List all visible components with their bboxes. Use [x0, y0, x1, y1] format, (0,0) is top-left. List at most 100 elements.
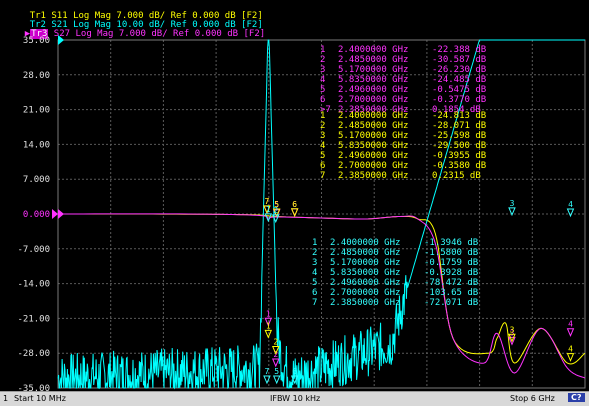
marker-frequency: 5.8350000 GHz — [330, 268, 400, 278]
trace-format: Log Mag — [75, 29, 114, 39]
marker-label: 7 — [265, 367, 270, 376]
marker-value: -22.388 dB — [432, 45, 486, 55]
marker-value: -0.3580 dB — [432, 161, 486, 171]
marker-triangle — [264, 317, 273, 327]
trace-param: S27 — [53, 29, 71, 39]
marker-label: 1 — [266, 205, 271, 214]
marker-label: 2 — [273, 338, 278, 347]
marker-value: -103.65 dB — [424, 288, 478, 298]
marker-number: 2 — [320, 121, 325, 131]
marker-value: -78.472 dB — [424, 278, 478, 288]
marker-triangle — [272, 375, 281, 385]
marker-value: 0.2315 dB — [432, 171, 481, 181]
trace-scale: 10.00 dB/ — [116, 20, 166, 30]
marker-triangle — [263, 375, 271, 385]
trace-id: Tr2 — [29, 20, 46, 30]
marker-frequency: 2.7000000 GHz — [338, 95, 408, 105]
marker-value: -28.071 dB — [432, 121, 486, 131]
marker-number: 6 — [320, 161, 325, 171]
trace-line-tr3[interactable]: ▶Tr3 S27 Log Mag 7.000 dB/ Ref 0.000 dB … — [3, 21, 265, 48]
marker-frequency: 5.8350000 GHz — [338, 75, 408, 85]
active-trace-arrow-icon: ▶ — [24, 29, 31, 39]
marker-frequency: 2.4000000 GHz — [338, 45, 408, 55]
marker-frequency: 5.1700000 GHz — [338, 131, 408, 141]
marker-value: -1.5800 dB — [424, 248, 478, 258]
marker-frequency: 2.4000000 GHz — [330, 238, 400, 248]
channel-number[interactable]: 1 — [3, 394, 9, 403]
marker-number: 1 — [320, 45, 325, 55]
marker-triangle — [271, 346, 280, 355]
trace-line-tr2[interactable]: Tr2 S21 Log Mag 10.00 dB/ Ref 0.000 dB [… — [8, 12, 263, 39]
trace-ref: Ref 0.000 dB — [170, 20, 236, 30]
series-line-s27 — [58, 213, 586, 379]
marker-number: 2 — [320, 55, 325, 65]
y-tick-label: 35.00 — [23, 36, 50, 46]
marker-triangle — [508, 333, 516, 343]
marker-triangle — [290, 208, 299, 218]
trace-id: Tr1 — [29, 11, 46, 21]
marker-frequency: 5.1700000 GHz — [338, 65, 408, 75]
marker-label: 3 — [510, 328, 515, 337]
trace-port: [F2] — [241, 20, 263, 30]
marker-frequency: 2.4000000 GHz — [338, 111, 408, 121]
marker-triangle — [508, 207, 516, 217]
marker-number: 1 — [312, 238, 317, 248]
reference-level-arrow-icon — [52, 209, 58, 219]
marker-label: 7 — [265, 197, 270, 206]
marker-number: 4 — [320, 141, 325, 151]
marker-value: -30.587 dB — [432, 55, 486, 65]
y-tick-label: 0.000 — [23, 210, 50, 220]
marker-label: 5 — [274, 367, 279, 376]
marker-number: 6 — [312, 288, 317, 298]
marker-label: 7 — [265, 197, 270, 206]
marker-label: 3 — [510, 199, 515, 208]
marker-number: 3 — [320, 131, 325, 141]
marker-frequency: 2.3850000 GHz — [338, 105, 408, 115]
marker-frequency: 2.3850000 GHz — [338, 171, 408, 181]
marker-value: -24.485 dB — [432, 75, 486, 85]
trace-line-tr1[interactable]: Tr1 S11 Log Mag 7.000 dB/ Ref 0.000 dB [… — [8, 3, 263, 30]
marker-triangle — [271, 214, 280, 224]
marker-value: -0.1759 dB — [424, 258, 478, 268]
y-tick-label: 28.00 — [23, 71, 50, 81]
if-bandwidth[interactable]: IFBW 10 kHz — [270, 394, 321, 403]
marker-frequency: 2.4850000 GHz — [338, 121, 408, 131]
marker-frequency: 2.4960000 GHz — [330, 278, 400, 288]
stop-frequency[interactable]: Stop 6 GHz — [510, 394, 555, 403]
trace-scale: 7.000 dB/ — [118, 29, 168, 39]
marker-label: 6 — [292, 200, 297, 209]
marker-frequency: 2.4960000 GHz — [338, 85, 408, 95]
marker-number: 3 — [320, 65, 325, 75]
marker-frequency: 2.4850000 GHz — [338, 55, 408, 65]
marker-frequency: 2.7000000 GHz — [330, 288, 400, 298]
marker-value: -0.3770 dB — [432, 95, 486, 105]
marker-number: 4 — [312, 268, 317, 278]
start-frequency[interactable]: Start 10 MHz — [14, 394, 66, 403]
marker-value: -25.598 dB — [432, 131, 486, 141]
marker-value: -0.3955 dB — [432, 151, 486, 161]
top-scale-arrow-icon — [58, 35, 64, 45]
marker-value: -0.3928 dB — [424, 268, 478, 278]
marker-value: -72.071 dB — [424, 298, 478, 308]
marker-number: 5 — [312, 278, 317, 288]
y-tick-label: -7.000 — [17, 245, 50, 255]
marker-triangle — [566, 328, 575, 337]
trace-format: Log Mag — [73, 20, 111, 30]
trace-param: S21 — [51, 20, 68, 30]
marker-frequency: 2.3850000 GHz — [330, 298, 400, 308]
marker-triangle — [290, 375, 299, 385]
marker-label: 5 — [274, 201, 279, 210]
marker-triangle — [271, 358, 280, 368]
marker-label: 2 — [273, 206, 278, 215]
marker-label: 4 — [568, 320, 573, 329]
trace-format: Log Mag — [73, 11, 111, 21]
y-tick-label: 7.000 — [23, 175, 50, 185]
marker-number: 4 — [320, 75, 325, 85]
trace-ref: Ref 0.000 dB — [170, 11, 236, 21]
trace-id: Tr3 — [30, 29, 49, 39]
y-tick-label: -14.00 — [17, 280, 50, 290]
calibration-badge[interactable]: C? — [568, 393, 585, 402]
marker-frequency: 2.4960000 GHz — [338, 151, 408, 161]
